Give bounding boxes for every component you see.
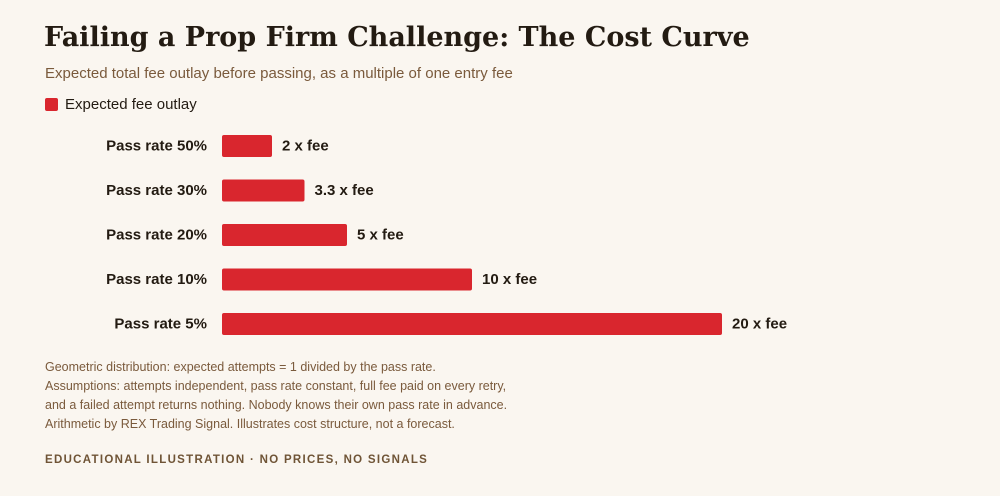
data-label: 20 x fee <box>732 316 787 333</box>
category-label: Pass rate 5% <box>114 316 207 333</box>
legend-swatch <box>45 98 58 111</box>
footnote-line: Assumptions: attempts independent, pass … <box>45 379 507 393</box>
data-label: 10 x fee <box>482 271 537 288</box>
data-label: 3.3 x fee <box>315 182 374 199</box>
footnote: Geometric distribution: expected attempt… <box>45 358 507 434</box>
category-label: Pass rate 20% <box>106 227 207 244</box>
bar-chart: Pass rate 50% 2 x fee Pass rate 30% 3.3 x f… <box>106 135 787 335</box>
bar <box>222 268 472 291</box>
legend-label: Expected fee outlay <box>65 96 197 113</box>
category-label: Pass rate 30% <box>106 182 207 199</box>
bar <box>222 224 347 246</box>
chart-subtitle: Expected total fee outlay before passing… <box>45 65 513 82</box>
data-label: 5 x fee <box>357 227 404 244</box>
category-label: Pass rate 50% <box>106 138 207 155</box>
footnote-line: Geometric distribution: expected attempt… <box>45 360 436 374</box>
bar <box>222 135 272 157</box>
footnote-line: Arithmetic by REX Trading Signal. Illust… <box>45 417 455 431</box>
data-label: 2 x fee <box>282 138 329 155</box>
footer-tag: EDUCATIONAL ILLUSTRATION · NO PRICES, NO… <box>45 454 429 466</box>
chart-title: Failing a Prop Firm Challenge: The Cost … <box>44 22 750 53</box>
bar <box>222 313 722 335</box>
bar <box>222 179 305 202</box>
category-label: Pass rate 10% <box>106 271 207 288</box>
chart-legend: Expected fee outlay <box>45 96 197 113</box>
footnote-line: and a failed attempt returns nothing. No… <box>45 398 508 412</box>
